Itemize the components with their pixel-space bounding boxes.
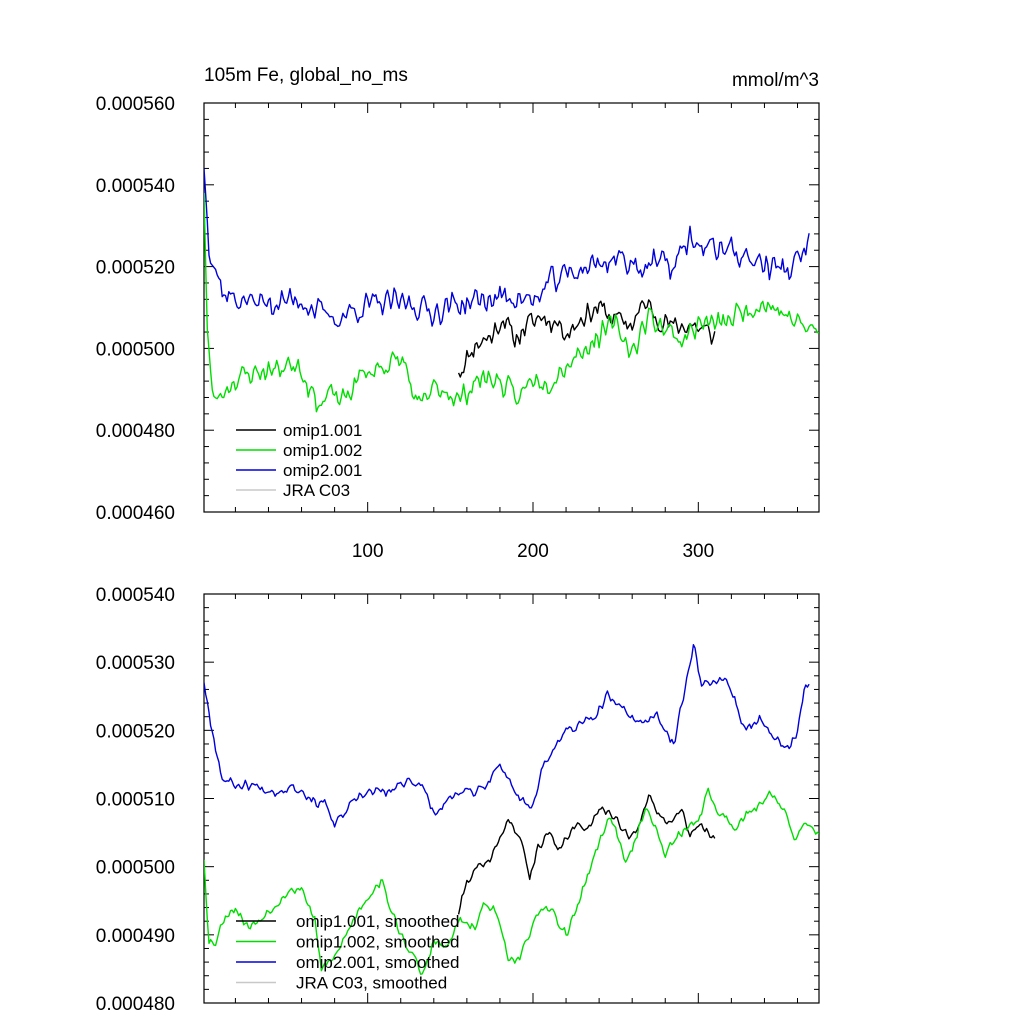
bottom-y-tick-label: 0.000500 [96,858,175,879]
bottom-y-tick-label: 0.000510 [96,790,175,811]
bottom-y-tick-label: 0.000520 [96,721,175,742]
top-legend-label: omip1.001 [283,421,362,440]
top-x-tick-label: 200 [517,541,549,562]
top-y-tick-label: 0.000520 [96,258,175,279]
top-panel: 105m Fe, global_no_ms mmol/m^3 0.0004600… [96,65,820,562]
bottom-y-tick-label: 0.000490 [96,926,175,947]
bottom-panel: 0.000480 0.000490 0.000500 0.000510 0.000520… [96,585,820,1015]
bottom-y-tick-label: 0.000530 [96,653,175,674]
top-legend-label: JRA C03 [283,481,350,500]
top-legend-label: omip1.002 [283,441,362,460]
top-y-tick-label: 0.000540 [96,176,175,197]
top-series-line-0 [457,299,716,378]
top-panel-units: mmol/m^3 [732,70,819,91]
bottom-legend-label: omip1.002, smoothed [296,933,460,952]
bottom-y-tick-label: 0.000540 [96,585,175,606]
top-x-tick-label: 300 [682,541,714,562]
top-y-tick-label: 0.000560 [96,94,175,115]
top-y-tick-label: 0.000460 [96,503,175,524]
top-x-tick-label: 100 [352,541,384,562]
bottom-series-line-0 [457,794,716,915]
top-series-group [204,168,819,413]
top-series-line-1 [204,192,819,413]
top-plot-frame [203,102,820,513]
top-y-tick-label: 0.000500 [96,339,175,360]
bottom-series-line-2 [204,644,810,828]
top-series-line-2 [204,168,810,328]
top-y-tick-label: 0.000480 [96,421,175,442]
top-panel-title: 105m Fe, global_no_ms [204,65,408,86]
top-plot-area: 0.000460 0.000480 0.000500 0.000520 0.000540… [96,94,820,562]
bottom-legend-label: omip2.001, smoothed [296,953,460,972]
bottom-series-group [204,644,819,975]
bottom-legend-label: JRA C03, smoothed [296,974,447,993]
bottom-plot-area: 0.000480 0.000490 0.000500 0.000510 0.000520… [96,585,820,1015]
bottom-legend-label: omip1.001, smoothed [296,912,460,931]
bottom-y-tick-label: 0.000480 [96,994,175,1015]
top-legend-label: omip2.001 [283,461,362,480]
bottom-series-line-1 [204,787,819,975]
